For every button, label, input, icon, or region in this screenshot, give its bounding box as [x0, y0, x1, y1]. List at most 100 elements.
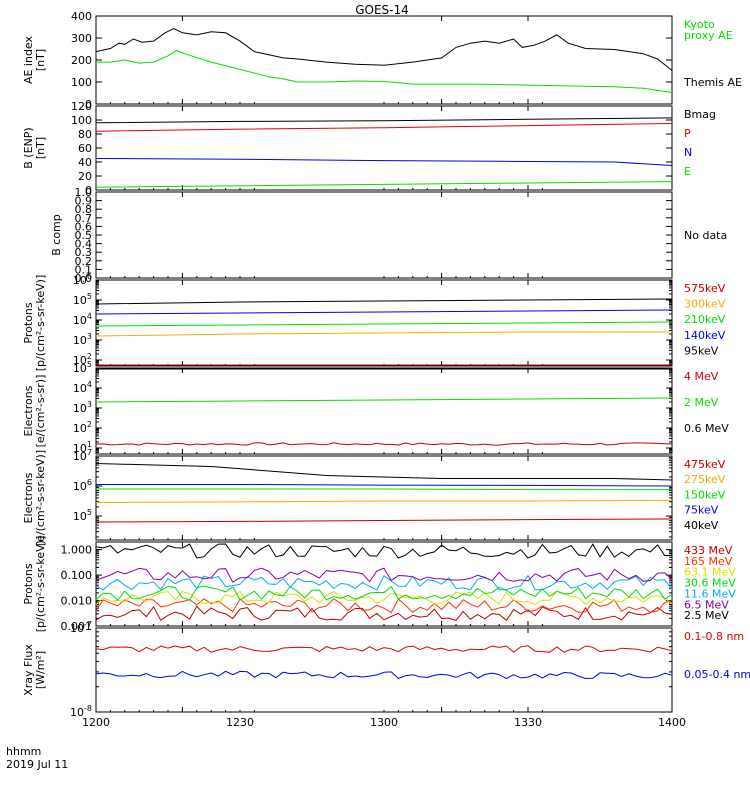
- series-line-p: [95, 123, 673, 132]
- y-axis-label: Protons: [22, 563, 35, 604]
- series-line-11-6-mev: [95, 574, 673, 591]
- y-tick-label: 1.000: [61, 544, 93, 557]
- y-tick-label: 40: [78, 156, 92, 169]
- y-tick-label: 106: [73, 272, 92, 287]
- y-tick-label: 0.9: [75, 195, 93, 208]
- plot-frame: [95, 367, 673, 455]
- legend-label: 275keV: [684, 473, 726, 486]
- legend-label: 75keV: [684, 504, 719, 517]
- series-line-475kev: [95, 518, 673, 523]
- legend-label: N: [684, 146, 692, 159]
- legend-label: Kyoto: [684, 18, 715, 31]
- plot-frame: [95, 15, 673, 105]
- y-tick-label: 400: [71, 10, 92, 23]
- series-line-40kev: [95, 463, 673, 481]
- y-tick-label: 0.3: [75, 246, 93, 259]
- x-tick-label: 1200: [82, 716, 110, 729]
- x-tick-label: 1300: [370, 716, 398, 729]
- panel-4: 102 103 104 105 106 Protons [p/(cm²-s-sr-keV)]…: [22, 272, 726, 371]
- y-tick-label: 0.100: [61, 569, 93, 582]
- y-tick-label: 103: [73, 400, 92, 415]
- y-axis-label: [nT]: [34, 137, 47, 159]
- legend-label: Bmag: [684, 108, 716, 121]
- y-tick-label: 105: [73, 360, 92, 375]
- y-tick-label: 103: [73, 332, 92, 347]
- series-line-433-mev: [95, 605, 673, 622]
- y-tick-label: 0.5: [75, 229, 93, 242]
- y-tick-label: 200: [71, 54, 92, 67]
- page-title: GOES-14: [355, 3, 409, 17]
- time-unit-label: hhmm: [6, 745, 41, 758]
- y-tick-label: 0.8: [75, 203, 93, 216]
- legend-label: 95keV: [684, 344, 719, 357]
- y-axis-label: [p/(cm²-s-sr-keV)]: [34, 536, 47, 633]
- series-line-e: [95, 181, 673, 188]
- y-axis-label: [nT]: [34, 49, 47, 71]
- legend-label: 40keV: [684, 519, 719, 532]
- y-tick-label: 102: [73, 420, 92, 435]
- plot-frame: [95, 627, 673, 713]
- y-axis-label: [W/m²]: [34, 651, 47, 689]
- y-tick-label: 106: [73, 478, 92, 493]
- legend-label: 140keV: [684, 329, 726, 342]
- y-tick-label: 105: [73, 292, 92, 307]
- y-tick-label: 80: [78, 128, 92, 141]
- y-axis-label: [e/(cm²-s-sr)]: [34, 375, 47, 448]
- panel-8: 10-8 10-7 Xray Flux [W/m²] 0.1-0.8 nm 0.05-0.…: [22, 620, 750, 729]
- y-tick-label: 0.4: [75, 238, 93, 251]
- series-line-2-mev: [95, 397, 673, 403]
- plot-frame: [95, 191, 673, 279]
- y-tick-label: 0.0: [75, 272, 93, 285]
- y-tick-label: 60: [78, 142, 92, 155]
- series-line-150kev: [96, 488, 672, 491]
- y-axis-label: Electrons: [22, 385, 35, 436]
- y-tick-label: 104: [73, 380, 92, 395]
- series-line-n: [95, 158, 673, 166]
- y-tick-label: 0.2: [75, 255, 93, 268]
- y-tick-label: 0: [85, 98, 92, 111]
- series-line-30-6-mev: [95, 585, 673, 601]
- legend-label: 63.1 MeV: [684, 566, 736, 579]
- x-tick-label: 1230: [226, 716, 254, 729]
- legend-label: 0.05-0.4 nm: [684, 668, 750, 681]
- series-line-kyoto-proxy-ae: [96, 50, 673, 93]
- y-tick-label: 20: [78, 170, 92, 183]
- series-line-6-5-mev: [95, 567, 673, 583]
- legend-label: 2.5 MeV: [684, 609, 729, 622]
- series-line-0-1-0-8-nm: [95, 645, 673, 653]
- plot-frame: [95, 455, 673, 541]
- y-tick-label: 100: [71, 76, 92, 89]
- series-line-2-5-mev: [95, 543, 673, 559]
- legend-label: 2 MeV: [684, 396, 719, 409]
- legend-label: 575keV: [684, 282, 726, 295]
- legend-label: 6.5 MeV: [684, 598, 729, 611]
- legend-label: 165 MeV: [684, 555, 733, 568]
- y-tick-label: 105: [73, 508, 92, 523]
- y-tick-label: 102: [73, 352, 92, 367]
- legend-label: 30.6 MeV: [684, 577, 736, 590]
- legend-label: 0.1-0.8 nm: [684, 630, 744, 643]
- legend-label: proxy AE: [684, 29, 733, 42]
- y-axis-label: B comp: [50, 214, 63, 256]
- y-tick-label: 101: [73, 440, 92, 455]
- y-axis-label: [p/(cm²-s-sr-keV)]: [34, 275, 47, 372]
- series-line-210kev: [95, 321, 673, 327]
- x-tick-label: 1330: [514, 716, 542, 729]
- x-tick-label: 1400: [658, 716, 686, 729]
- y-axis-label: B (ENP): [22, 127, 35, 168]
- legend-label: 11.6 MeV: [684, 587, 736, 600]
- panel-5: 101 102 103 104 105 Electrons [e/(cm²-s-sr)] 4 …: [22, 360, 729, 455]
- series-line-95kev: [95, 298, 673, 305]
- y-tick-label: 0.7: [75, 212, 93, 225]
- series-line-140kev: [95, 309, 673, 315]
- y-tick-label: 10-8: [70, 704, 92, 719]
- panel-3: 0.00.10.20.30.40.50.60.70.80.91.0 B comp N…: [50, 186, 727, 285]
- y-axis-label: AE index: [22, 35, 35, 84]
- y-tick-label: 100: [71, 114, 92, 127]
- legend-label: 475keV: [684, 458, 726, 471]
- y-tick-label: 0: [85, 184, 92, 197]
